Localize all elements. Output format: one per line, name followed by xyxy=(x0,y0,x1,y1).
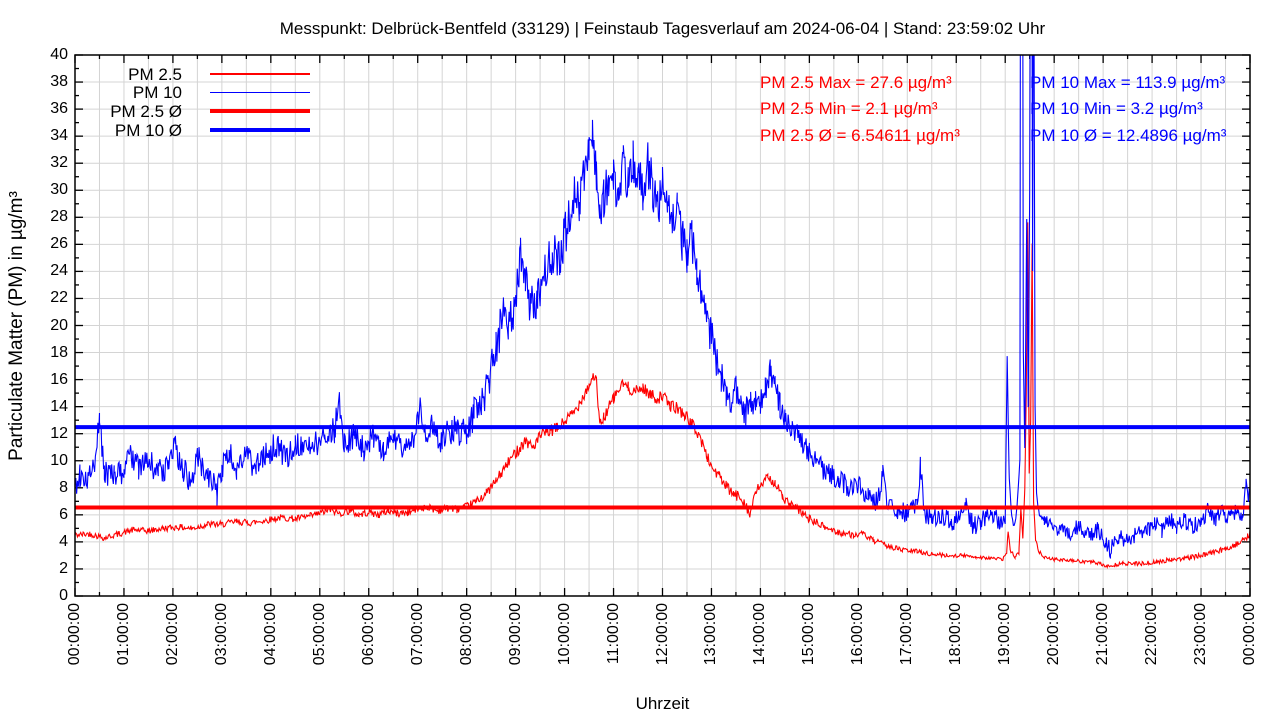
y-tick-label: 34 xyxy=(50,127,68,145)
x-tick-label: 10:00:00 xyxy=(555,603,573,666)
legend-item: PM 2.5 xyxy=(96,65,310,84)
annotation-line: PM 10 Max = 113.9 µg/m³ xyxy=(1030,73,1226,92)
y-tick-label: 2 xyxy=(59,559,68,577)
series-pm-2-5 xyxy=(75,222,1250,569)
legend-line-sample xyxy=(210,128,310,133)
y-tick-label: 20 xyxy=(50,316,68,334)
x-tick-label: 18:00:00 xyxy=(947,603,965,666)
annotation-line: PM 2.5 Ø = 6.54611 µg/m³ xyxy=(760,125,960,145)
x-tick-label: 22:00:00 xyxy=(1143,603,1161,666)
legend-item: PM 10 Ø xyxy=(96,121,310,140)
x-tick-label: 03:00:00 xyxy=(212,603,230,666)
pm10-stats-annotation: PM 10 Max = 113.9 µg/m³ PM 10 Min = 3.2 µ… xyxy=(1030,70,1226,149)
y-tick-label: 14 xyxy=(50,397,68,415)
y-tick-label: 10 xyxy=(50,451,68,469)
legend-line-sample xyxy=(210,73,310,75)
x-tick-label: 11:00:00 xyxy=(604,603,622,665)
x-tick-label: 21:00:00 xyxy=(1094,603,1112,666)
y-tick-label: 28 xyxy=(50,208,68,226)
annotation-line: PM 10 Ø = 12.4896 µg/m³ xyxy=(1030,125,1227,145)
y-tick-label: 6 xyxy=(59,505,68,523)
x-tick-label: 01:00:00 xyxy=(114,603,132,666)
x-tick-label: 09:00:00 xyxy=(506,603,524,666)
legend-line-sample xyxy=(210,91,310,94)
y-tick-label: 4 xyxy=(59,532,68,550)
x-tick-label: 15:00:00 xyxy=(800,603,818,666)
x-tick-label: 14:00:00 xyxy=(751,603,769,666)
y-tick-label: 40 xyxy=(50,46,68,63)
x-tick-label: 00:00:00 xyxy=(1241,603,1258,666)
y-tick-label: 12 xyxy=(50,424,68,442)
y-axis-label: Particulate Matter (PM) in µg/m³ xyxy=(6,191,27,461)
annotation-line: PM 2.5 Min = 2.1 µg/m³ xyxy=(760,99,938,119)
legend-line-sample xyxy=(210,109,310,114)
x-tick-label: 08:00:00 xyxy=(457,603,475,666)
y-tick-label: 24 xyxy=(50,262,68,280)
x-tick-label: 17:00:00 xyxy=(898,603,916,666)
x-tick-label: 02:00:00 xyxy=(163,603,181,666)
x-tick-label: 20:00:00 xyxy=(1045,603,1063,666)
y-tick-label: 16 xyxy=(50,370,68,388)
x-tick-label: 23:00:00 xyxy=(1192,603,1210,666)
x-tick-label: 04:00:00 xyxy=(261,603,279,666)
legend-label: PM 2.5 Ø xyxy=(110,101,182,121)
pm25-stats-annotation: PM 2.5 Max = 27.6 µg/m³ PM 2.5 Min = 2.1 … xyxy=(760,70,960,149)
legend-item: PM 10 xyxy=(96,83,310,102)
x-tick-label: 19:00:00 xyxy=(996,603,1014,666)
legend-label: PM 2.5 xyxy=(128,64,182,84)
y-tick-label: 26 xyxy=(50,235,68,253)
series-pm-10 xyxy=(75,55,1250,559)
x-tick-label: 05:00:00 xyxy=(310,603,328,666)
x-tick-label: 00:00:00 xyxy=(66,603,83,666)
annotation-line: PM 10 Min = 3.2 µg/m³ xyxy=(1030,99,1203,119)
y-tick-label: 18 xyxy=(50,343,68,361)
y-tick-label: 0 xyxy=(59,587,68,604)
chart-title: Messpunkt: Delbrück-Bentfeld (33129) | F… xyxy=(279,19,1046,38)
x-tick-label: 07:00:00 xyxy=(408,603,426,666)
y-tick-label: 8 xyxy=(59,478,68,496)
y-tick-label: 36 xyxy=(50,100,68,118)
annotation-line: PM 2.5 Max = 27.6 µg/m³ xyxy=(760,73,952,92)
y-tick-label: 22 xyxy=(50,289,68,307)
y-tick-label: 30 xyxy=(50,181,68,199)
x-tick-label: 16:00:00 xyxy=(849,603,867,666)
legend-label: PM 10 xyxy=(132,83,182,103)
legend-item: PM 2.5 Ø xyxy=(96,102,310,121)
y-tick-label: 38 xyxy=(50,73,68,91)
legend-label: PM 10 Ø xyxy=(114,120,182,140)
x-axis-label: Uhrzeit xyxy=(635,694,690,713)
y-tick-label: 32 xyxy=(50,154,68,172)
x-tick-label: 12:00:00 xyxy=(653,603,671,666)
x-tick-label: 06:00:00 xyxy=(359,603,377,666)
x-tick-label: 13:00:00 xyxy=(702,603,720,666)
